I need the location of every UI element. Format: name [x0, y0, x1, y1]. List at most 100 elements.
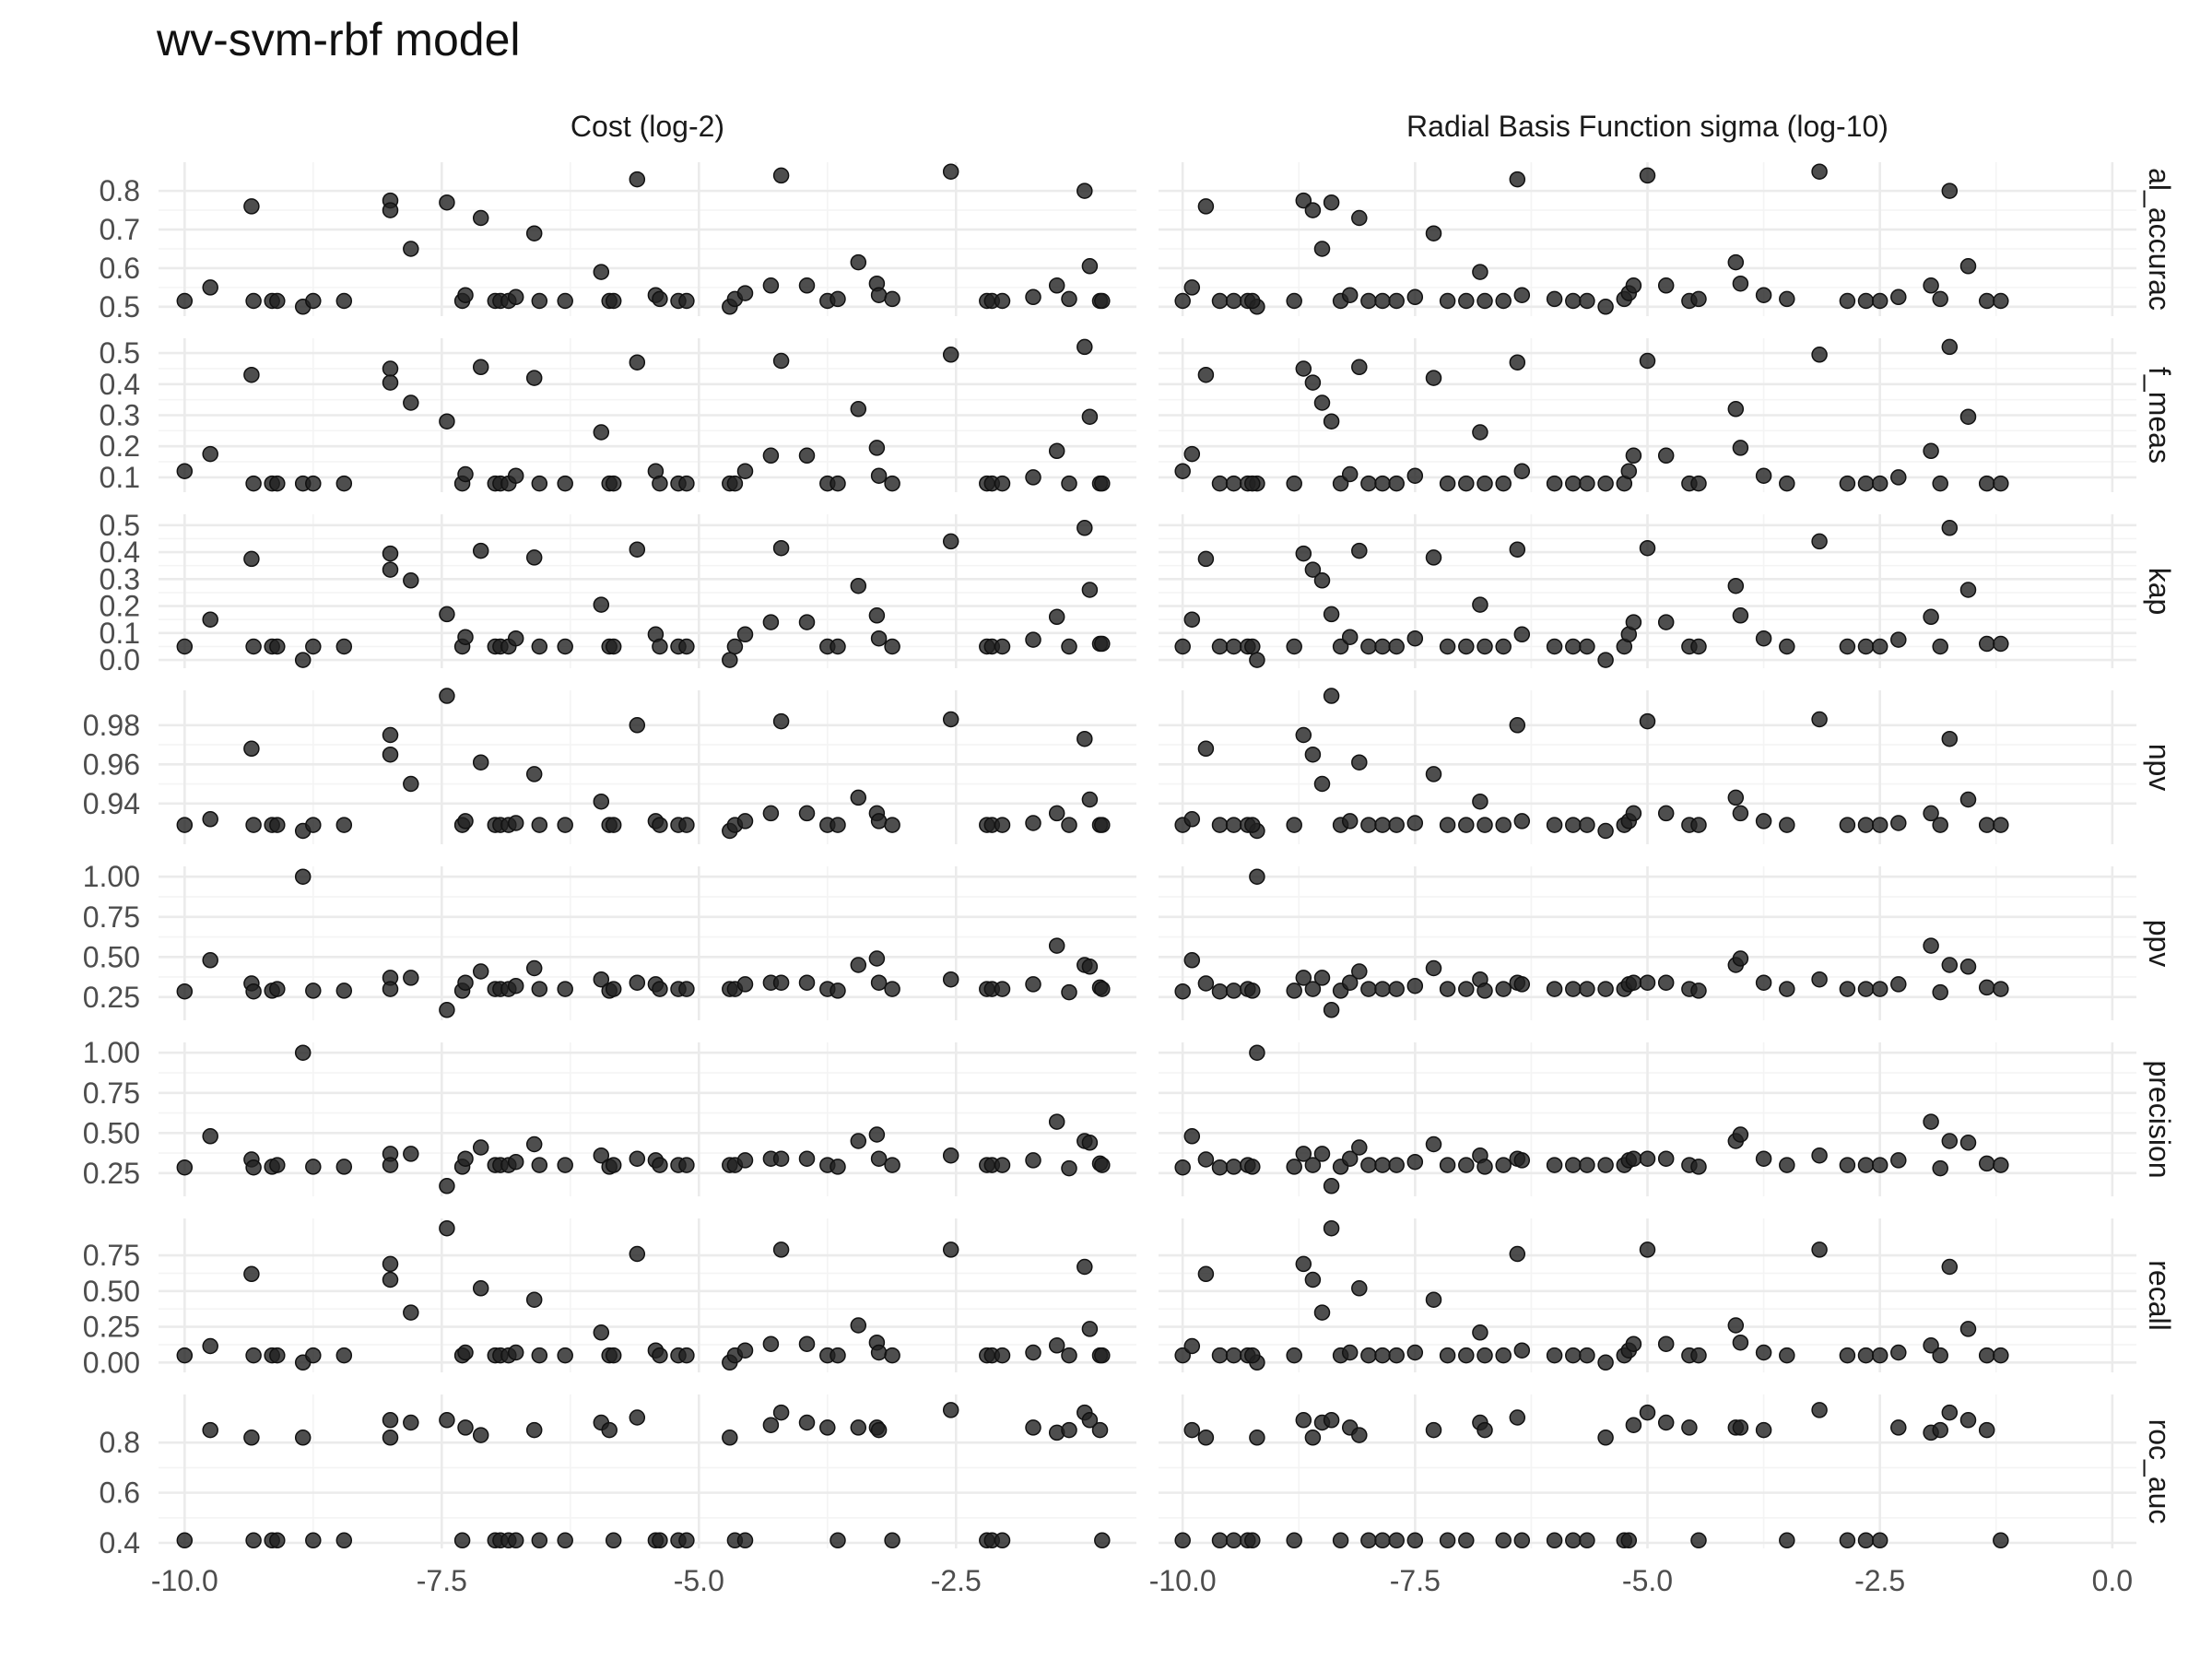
data-point	[382, 1430, 399, 1446]
data-point	[1174, 982, 1191, 1000]
data-point	[1495, 638, 1512, 655]
data-point	[305, 1532, 322, 1549]
data-point	[1351, 1139, 1368, 1156]
data-point	[1811, 971, 1828, 988]
data-point	[1244, 982, 1261, 999]
data-point	[772, 539, 790, 557]
data-point	[1597, 981, 1614, 997]
data-point	[1048, 608, 1065, 626]
data-point	[1625, 1335, 1642, 1352]
data-point	[202, 279, 218, 296]
data-point	[269, 292, 286, 310]
data-point	[335, 1159, 353, 1175]
data-point	[1197, 366, 1215, 383]
data-point	[1978, 635, 1995, 653]
data-point	[830, 1532, 846, 1549]
data-point	[884, 1347, 900, 1364]
data-point	[1183, 1128, 1201, 1145]
data-point	[1597, 475, 1614, 492]
data-point	[1657, 447, 1675, 465]
data-point	[1871, 1347, 1888, 1364]
data-point	[1923, 442, 1939, 460]
data-point	[557, 817, 573, 833]
data-point	[1690, 1532, 1707, 1549]
data-point	[557, 1532, 573, 1549]
data-point	[798, 1414, 816, 1431]
y-tick-label: 0.94	[83, 787, 140, 820]
data-point	[1094, 635, 1111, 653]
data-point	[870, 1344, 888, 1361]
data-point	[1425, 959, 1442, 977]
data-point	[1993, 1347, 2009, 1364]
data-point	[1565, 475, 1582, 492]
y-tick-label: 0.25	[83, 1157, 140, 1190]
data-point	[593, 971, 610, 988]
data-point	[1477, 638, 1493, 655]
data-point	[850, 789, 867, 806]
data-point	[382, 202, 399, 218]
data-point	[1565, 638, 1582, 655]
x-tick-label: -2.5	[1854, 1564, 1905, 1597]
data-point	[1077, 338, 1093, 356]
data-point	[1323, 1219, 1340, 1237]
data-point	[1857, 1157, 1875, 1173]
data-point	[1732, 440, 1749, 456]
data-point	[1211, 982, 1229, 1000]
data-point	[1295, 545, 1312, 562]
data-point	[1993, 1157, 2009, 1173]
data-point	[1174, 463, 1191, 479]
data-point	[678, 292, 695, 310]
data-point	[736, 1152, 754, 1169]
data-point	[1871, 292, 1888, 310]
data-point	[1388, 638, 1405, 655]
data-point	[1351, 209, 1368, 227]
data-point	[1061, 290, 1077, 308]
data-point	[593, 264, 610, 280]
data-point	[1597, 652, 1614, 668]
data-point	[1857, 1532, 1875, 1549]
data-point	[1941, 182, 1959, 199]
data-point	[1513, 463, 1531, 479]
data-point	[457, 465, 474, 483]
data-point	[457, 1150, 474, 1167]
data-point	[1295, 1146, 1312, 1162]
data-point	[245, 475, 262, 492]
data-point	[1249, 1044, 1265, 1061]
data-point	[1779, 1347, 1795, 1364]
data-point	[1890, 469, 1907, 486]
data-point	[294, 652, 312, 668]
data-point	[1341, 1344, 1359, 1361]
data-point	[1978, 817, 1995, 833]
data-point	[1513, 976, 1531, 993]
data-point	[1657, 1335, 1675, 1352]
data-point	[593, 793, 610, 810]
data-point	[1360, 817, 1377, 833]
data-point	[1197, 975, 1215, 992]
y-tick-label: 0.25	[83, 981, 140, 1014]
data-point	[1388, 292, 1405, 310]
data-point	[1061, 1347, 1077, 1364]
data-point	[507, 1344, 524, 1361]
data-point	[605, 817, 622, 833]
data-point	[1639, 1150, 1656, 1167]
y-tick-label: 0.5	[100, 290, 140, 324]
y-tick-label: 0.3	[100, 399, 140, 432]
data-point	[1513, 287, 1531, 303]
data-point	[798, 974, 816, 991]
data-point	[1932, 817, 1948, 833]
data-point	[629, 541, 646, 558]
data-point	[1323, 606, 1340, 623]
data-point	[994, 1347, 1011, 1364]
data-point	[531, 638, 548, 655]
data-point	[1048, 937, 1065, 954]
data-point	[1374, 981, 1391, 997]
data-point	[507, 288, 524, 306]
data-point	[1495, 981, 1512, 997]
data-point	[507, 815, 524, 831]
data-point	[762, 1417, 780, 1433]
data-point	[1625, 447, 1642, 465]
data-point	[1458, 1157, 1475, 1173]
data-point	[1439, 475, 1456, 492]
data-point	[629, 1245, 646, 1263]
data-point	[1477, 1421, 1493, 1439]
